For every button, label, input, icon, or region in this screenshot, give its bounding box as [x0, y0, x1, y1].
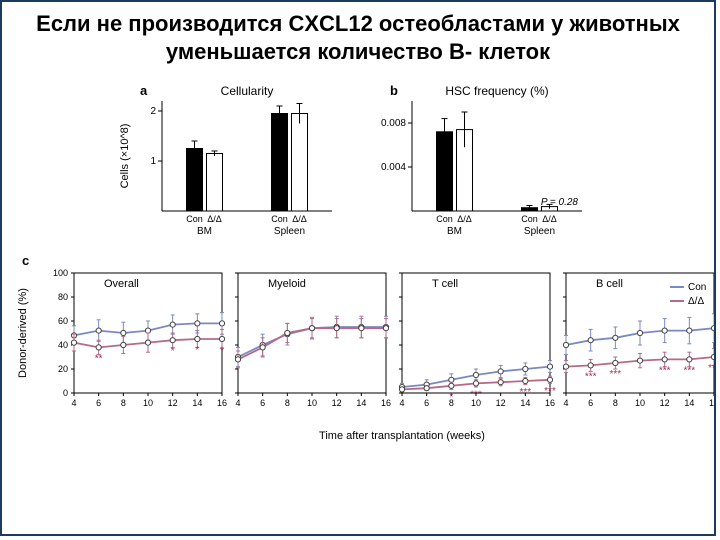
svg-text:6: 6: [424, 398, 429, 408]
svg-text:***: ***: [609, 369, 621, 380]
svg-text:12: 12: [332, 398, 342, 408]
svg-text:4: 4: [71, 398, 76, 408]
svg-text:0.004: 0.004: [381, 162, 406, 173]
svg-text:Con: Con: [688, 282, 706, 293]
svg-text:6: 6: [96, 398, 101, 408]
svg-text:*: *: [171, 346, 175, 357]
svg-text:***: ***: [544, 386, 556, 397]
svg-text:12: 12: [496, 398, 506, 408]
svg-text:BM: BM: [447, 226, 462, 237]
svg-text:100: 100: [53, 268, 68, 278]
svg-text:Cellularity: Cellularity: [221, 84, 274, 98]
svg-text:Δ/Δ: Δ/Δ: [457, 214, 472, 224]
svg-text:10: 10: [635, 398, 645, 408]
svg-text:Spleen: Spleen: [524, 226, 555, 237]
svg-text:***: ***: [683, 365, 695, 376]
svg-text:P = 0.28: P = 0.28: [541, 197, 579, 208]
svg-text:**: **: [95, 353, 103, 364]
svg-text:Spleen: Spleen: [274, 226, 305, 237]
svg-text:8: 8: [121, 398, 126, 408]
svg-text:***: ***: [659, 365, 671, 376]
svg-text:14: 14: [192, 398, 202, 408]
svg-text:*: *: [220, 345, 224, 356]
svg-text:Con: Con: [521, 214, 538, 224]
svg-text:2: 2: [150, 106, 156, 117]
svg-text:Con: Con: [271, 214, 288, 224]
figure-svg: aCellularity12Cells (×10^8)ConΔ/ΔBMConΔ/…: [2, 73, 714, 483]
svg-text:B cell: B cell: [596, 278, 623, 290]
svg-text:Δ/Δ: Δ/Δ: [688, 296, 704, 307]
svg-text:Time after transplantation (we: Time after transplantation (weeks): [319, 430, 485, 442]
svg-text:4: 4: [563, 398, 568, 408]
svg-text:12: 12: [168, 398, 178, 408]
svg-text:***: ***: [519, 387, 531, 398]
svg-text:16: 16: [545, 398, 555, 408]
svg-text:4: 4: [399, 398, 404, 408]
svg-text:Con: Con: [186, 214, 203, 224]
svg-text:Cells (×10^8): Cells (×10^8): [119, 124, 131, 189]
svg-text:20: 20: [58, 364, 68, 374]
svg-text:10: 10: [307, 398, 317, 408]
svg-text:Δ/Δ: Δ/Δ: [542, 214, 557, 224]
svg-text:0: 0: [63, 388, 68, 398]
svg-text:***: ***: [470, 389, 482, 400]
svg-text:*: *: [195, 345, 199, 356]
svg-text:a: a: [140, 83, 148, 98]
svg-text:Donor-derived (%): Donor-derived (%): [17, 288, 29, 378]
svg-text:60: 60: [58, 316, 68, 326]
svg-text:0.008: 0.008: [381, 118, 406, 129]
svg-text:6: 6: [588, 398, 593, 408]
svg-text:16: 16: [217, 398, 227, 408]
slide-frame: Если не производится CXCL12 остеобластам…: [0, 0, 716, 536]
svg-text:4: 4: [235, 398, 240, 408]
svg-text:Δ/Δ: Δ/Δ: [292, 214, 307, 224]
svg-text:b: b: [390, 83, 398, 98]
svg-text:6: 6: [260, 398, 265, 408]
svg-text:HSC frequency (%): HSC frequency (%): [445, 84, 548, 98]
figure-area: aCellularity12Cells (×10^8)ConΔ/ΔBMConΔ/…: [2, 73, 714, 483]
svg-text:14: 14: [684, 398, 694, 408]
svg-text:10: 10: [143, 398, 153, 408]
svg-text:1: 1: [150, 156, 156, 167]
svg-text:Δ/Δ: Δ/Δ: [207, 214, 222, 224]
svg-text:BM: BM: [197, 226, 212, 237]
svg-text:14: 14: [520, 398, 530, 408]
svg-text:40: 40: [58, 340, 68, 350]
slide-title: Если не производится CXCL12 остеобластам…: [2, 2, 714, 69]
svg-text:14: 14: [356, 398, 366, 408]
svg-text:***: ***: [708, 363, 714, 374]
svg-text:16: 16: [381, 398, 391, 408]
svg-text:Con: Con: [436, 214, 453, 224]
svg-text:Myeloid: Myeloid: [268, 278, 306, 290]
svg-text:8: 8: [285, 398, 290, 408]
svg-text:***: ***: [585, 371, 597, 382]
svg-text:12: 12: [660, 398, 670, 408]
svg-text:80: 80: [58, 292, 68, 302]
svg-text:8: 8: [613, 398, 618, 408]
svg-text:*: *: [449, 392, 453, 403]
svg-text:c: c: [22, 253, 29, 268]
svg-text:T cell: T cell: [432, 278, 458, 290]
svg-text:16: 16: [709, 398, 714, 408]
svg-text:Overall: Overall: [104, 278, 139, 290]
